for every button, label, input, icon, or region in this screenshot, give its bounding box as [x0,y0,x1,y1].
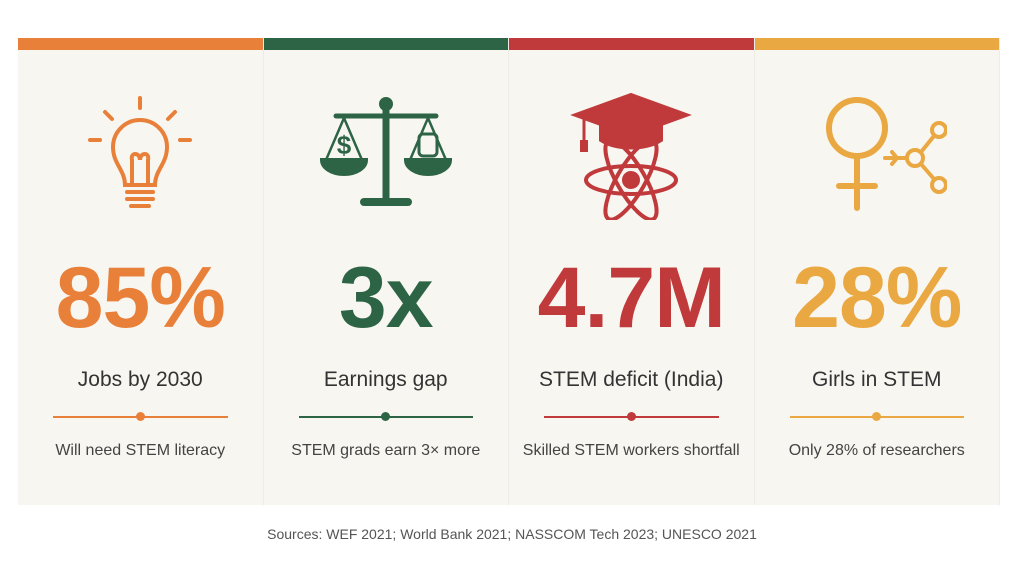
cap-atom-icon [570,92,693,220]
card: 4.7M STEM deficit (India) Skilled STEM w… [509,38,755,505]
label: STEM deficit (India) [539,368,724,391]
label: Earnings gap [323,368,448,391]
label: Jobs by 2030 [77,368,203,391]
color-bar [18,38,263,50]
female-molecule-icon [825,97,947,211]
divider [53,412,228,421]
divider [298,412,473,421]
scale-icon: $ [319,97,452,206]
card: $ 3x Earnings gap STEM grads earn 3× mor… [263,38,509,505]
divider [544,412,719,421]
stat: 4.7M [537,250,726,346]
description: Skilled STEM workers shortfall [522,442,740,459]
sources: Sources: WEF 2021; World Bank 2021; NASS… [267,526,757,542]
color-bar [263,38,508,50]
bulb-icon [88,96,193,208]
card: 28% Girls in STEM Only 28% of researcher… [754,38,1000,505]
description: STEM grads earn 3× more [291,442,481,459]
stat: 3x [338,250,434,346]
cards: 85% Jobs by 2030 Will need STEM literacy… [18,38,1000,505]
description: Will need STEM literacy [55,442,226,459]
divider [789,412,964,421]
label: Girls in STEM [811,368,942,391]
divider-dot [626,412,636,421]
color-bar [754,38,999,50]
stat: 28% [792,250,962,346]
divider-dot [872,412,882,421]
divider-dot [135,412,145,421]
description: Only 28% of researchers [788,442,965,459]
card: 85% Jobs by 2030 Will need STEM literacy [18,38,264,505]
divider-dot [381,412,391,421]
svg-text:$: $ [337,130,352,160]
stat: 85% [55,250,226,346]
color-bar [509,38,754,50]
